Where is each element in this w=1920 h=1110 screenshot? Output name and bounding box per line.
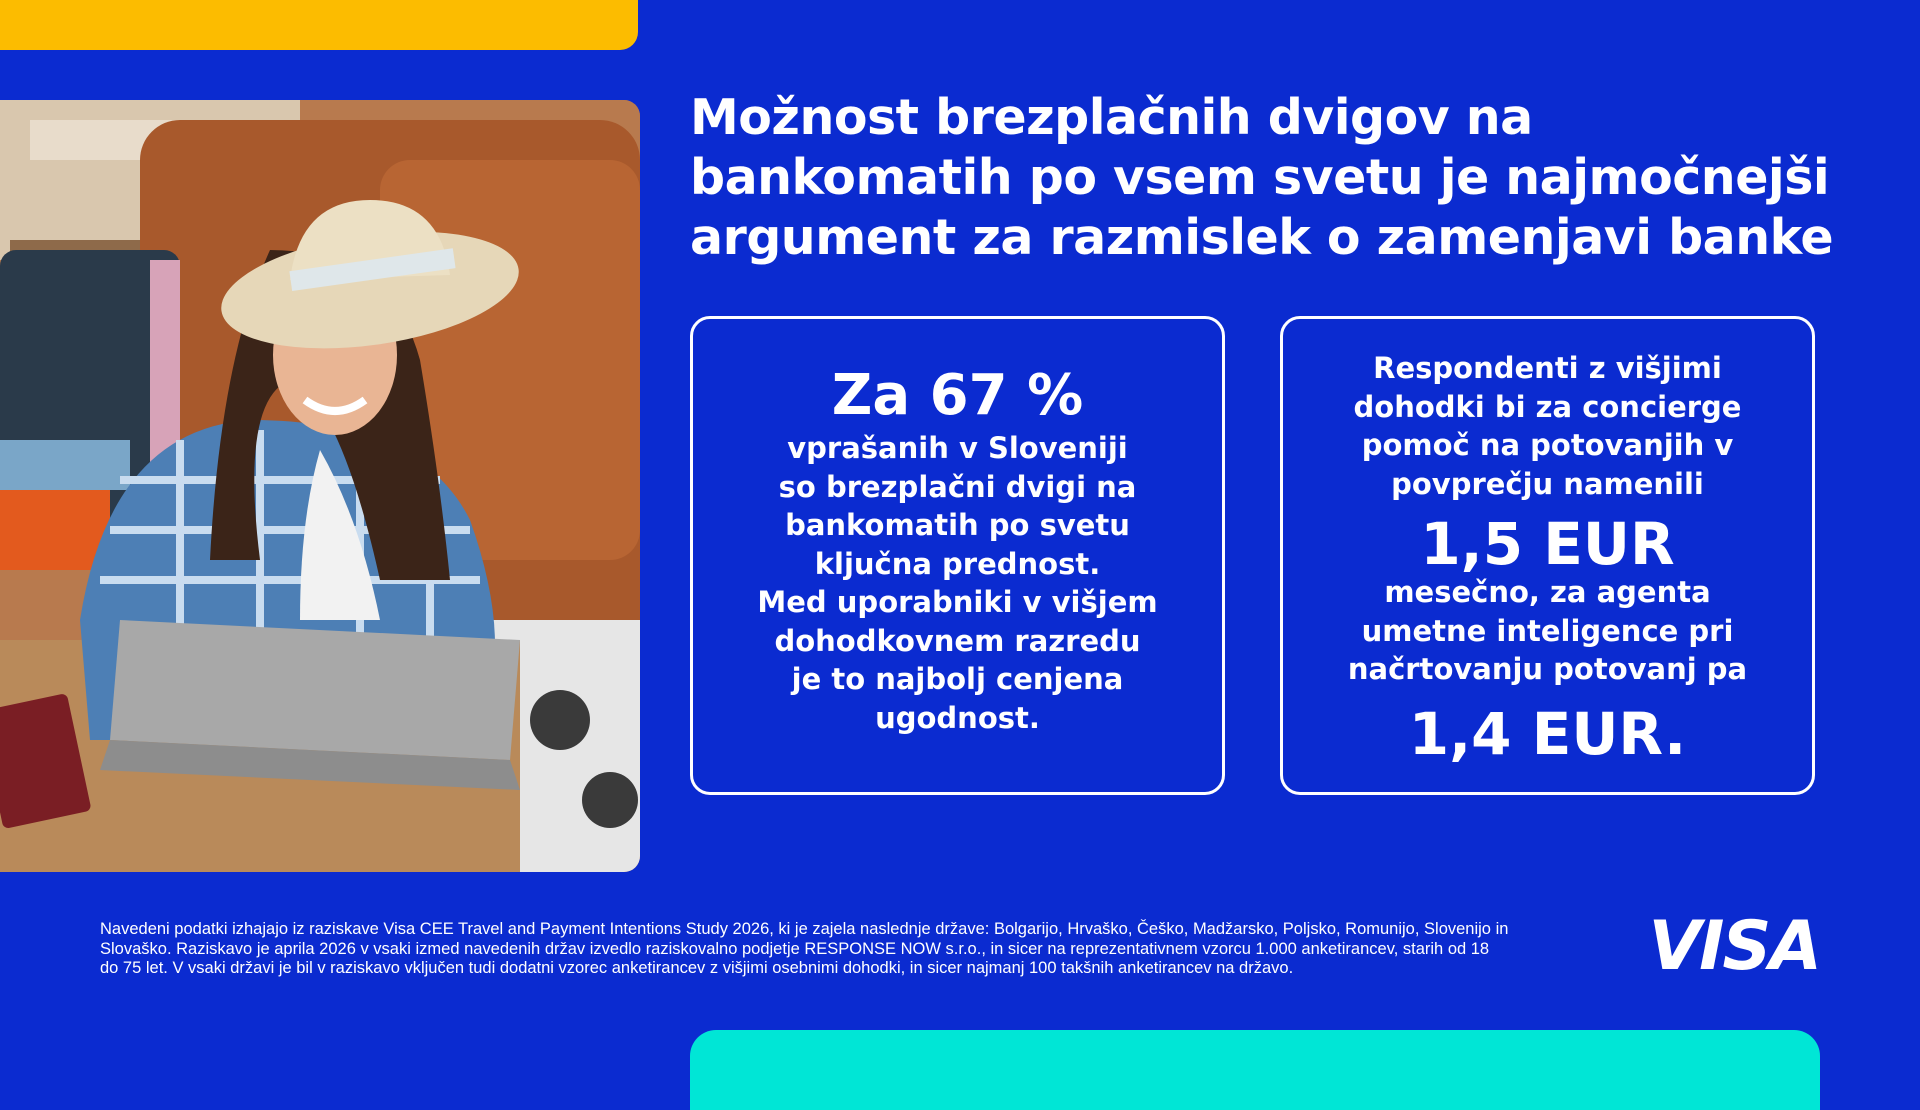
yellow-accent-bar bbox=[0, 0, 638, 50]
stat-description: vprašanih v Sloveniji so brezplačni dvig… bbox=[693, 429, 1222, 737]
stat-line: ugodnost. bbox=[875, 700, 1040, 735]
visa-logo: VISA bbox=[1648, 907, 1822, 986]
footnote-line: do 75 let. V vsaki državi je bil v razis… bbox=[100, 959, 1294, 977]
headline-line: Možnost brezplačnih dvigov na bbox=[690, 89, 1533, 146]
photo-illustration bbox=[0, 100, 640, 872]
stat-line: bankomatih po svetu bbox=[785, 508, 1130, 542]
stat-line: umetne inteligence pri bbox=[1361, 613, 1734, 648]
headline: Možnost brezplačnih dvigov na bankomatih… bbox=[690, 88, 1890, 268]
headline-line: argument za razmislek o zamenjavi banke bbox=[690, 209, 1834, 266]
footnote-line: Slovaško. Raziskavo je aprila 2026 v vsa… bbox=[100, 939, 1490, 958]
woman-with-laptop-photo bbox=[0, 100, 640, 872]
stat-card-withdrawals: Za 67 % vprašanih v Sloveniji so brezpla… bbox=[690, 316, 1225, 795]
headline-line: bankomatih po vsem svetu je najmočnejši bbox=[690, 149, 1830, 206]
stat-line: Respondenti z višjimi bbox=[1373, 351, 1722, 385]
stat-line: povprečju namenili bbox=[1391, 466, 1704, 501]
stat-middle: mesečno, za agenta umetne inteligence pr… bbox=[1283, 573, 1812, 689]
stat-line: vprašanih v Sloveniji bbox=[787, 431, 1128, 465]
stat-line: načrtovanju potovanj pa bbox=[1347, 652, 1748, 686]
stat-line: so brezplačni dvigi na bbox=[778, 469, 1137, 504]
stat-percentage: Za 67 % bbox=[831, 363, 1084, 428]
stat-intro: Respondenti z višjimi dohodki bi za conc… bbox=[1283, 349, 1812, 503]
stat-line: dohodkovnem razredu bbox=[774, 623, 1141, 658]
stat-value-concierge: 1,5 EUR bbox=[1420, 510, 1675, 578]
stat-card-concierge: Respondenti z višjimi dohodki bi za conc… bbox=[1280, 316, 1815, 795]
footnote-line: Navedeni podatki izhajajo iz raziskave V… bbox=[100, 920, 1509, 938]
stat-line: ključna prednost. bbox=[814, 546, 1101, 581]
stat-line: Med uporabniki v višjem bbox=[757, 585, 1158, 619]
stat-line: mesečno, za agenta bbox=[1384, 575, 1711, 609]
stat-line: je to najbolj cenjena bbox=[791, 662, 1124, 696]
teal-accent-bar bbox=[690, 1030, 1820, 1110]
stat-value-ai-agent: 1,4 EUR. bbox=[1408, 700, 1687, 768]
footnote: Navedeni podatki izhajajo iz raziskave V… bbox=[100, 920, 1580, 979]
stat-line: pomoč na potovanjih v bbox=[1361, 428, 1734, 462]
stat-line: dohodki bi za concierge bbox=[1353, 389, 1742, 424]
